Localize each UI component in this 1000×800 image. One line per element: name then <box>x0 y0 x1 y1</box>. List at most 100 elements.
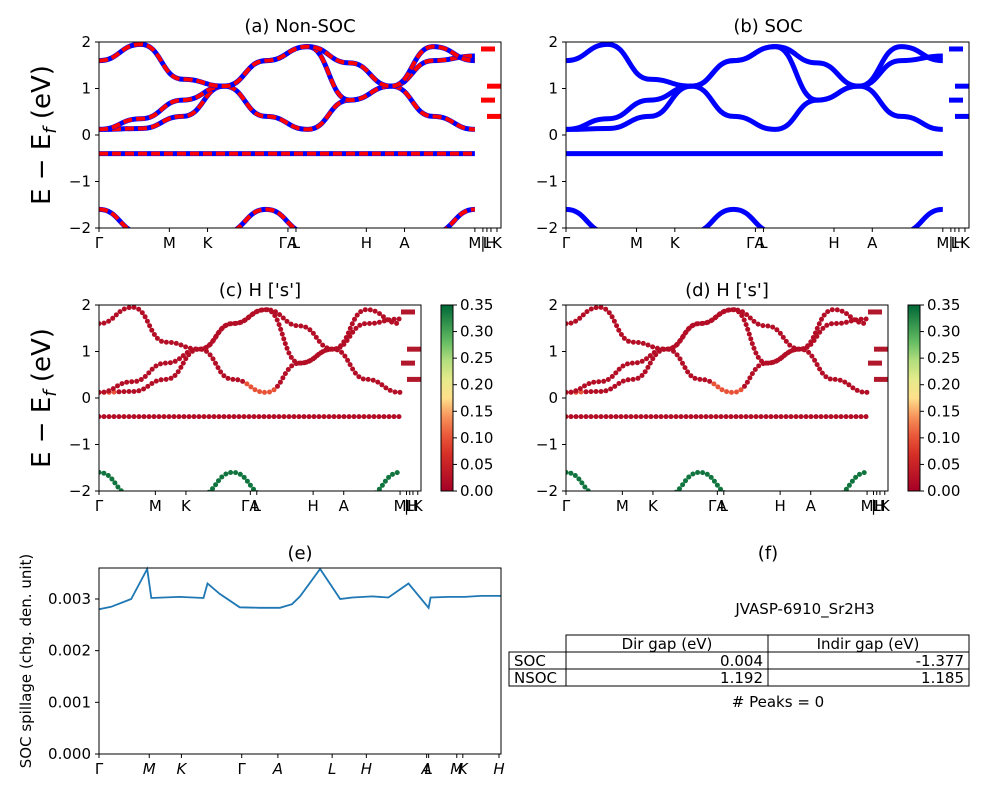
band-point <box>568 389 574 395</box>
band-point <box>350 329 356 335</box>
band-point <box>586 381 592 387</box>
colorbar-tick-label: 0.15 <box>927 402 960 420</box>
band-point <box>303 324 309 330</box>
band-point <box>391 414 397 420</box>
material-id: JVASP-6910_Sr2H3 <box>734 600 874 619</box>
band-point <box>863 316 869 322</box>
band-point <box>382 478 388 484</box>
band-point <box>723 414 729 420</box>
band-point <box>299 493 304 498</box>
band-point <box>620 363 626 369</box>
band-point <box>785 350 791 356</box>
band-point <box>744 312 750 318</box>
band-point <box>760 323 766 329</box>
x-tick-label: L <box>483 234 492 252</box>
header-dir-gap: Dir gap (eV) <box>622 635 713 653</box>
band-point <box>168 375 174 381</box>
band-point <box>628 414 634 420</box>
band-point <box>749 371 755 377</box>
band-point <box>136 414 142 420</box>
band-point <box>151 414 157 420</box>
band-point <box>608 386 614 392</box>
band-point <box>793 414 799 420</box>
band-point <box>630 339 636 345</box>
band-point <box>329 346 335 352</box>
band-point <box>216 414 222 420</box>
band-point <box>381 414 387 420</box>
band-point <box>680 334 685 340</box>
band-point <box>819 370 825 376</box>
x-tick-label: M <box>468 234 481 252</box>
band-point <box>618 332 624 337</box>
band-point <box>197 346 203 352</box>
band-point <box>235 377 241 383</box>
y-tick-label: 0 <box>81 389 91 407</box>
band-point <box>142 374 148 379</box>
band-point <box>708 318 714 324</box>
band-point <box>765 323 771 329</box>
band-point <box>613 370 619 376</box>
band-point <box>246 414 252 420</box>
band-point <box>379 382 385 388</box>
band-point <box>216 478 221 484</box>
band-point <box>338 343 344 349</box>
band-point <box>241 318 247 324</box>
band-point <box>603 414 609 420</box>
band-point <box>816 321 822 327</box>
band-point <box>857 471 862 477</box>
colorbar-tick-label: 0.35 <box>460 296 493 314</box>
band-point <box>372 308 378 314</box>
band-point <box>244 478 250 484</box>
band-point <box>223 471 229 477</box>
x-tick-label: H <box>407 497 418 515</box>
band-point <box>805 343 811 349</box>
x-tick-label: L <box>759 234 768 252</box>
band-point <box>773 358 779 364</box>
band-point <box>158 361 163 367</box>
band-point <box>819 316 824 322</box>
band-1 <box>566 83 943 132</box>
band-point <box>307 327 313 333</box>
y-tick-label: 0.001 <box>48 693 91 711</box>
band-lines <box>566 42 969 228</box>
band-point <box>324 493 329 498</box>
band-point <box>688 373 694 379</box>
band-point <box>633 414 639 420</box>
band-point <box>568 414 574 420</box>
row-nsoc-indir: 1.185 <box>921 669 964 687</box>
band-point <box>573 388 579 394</box>
band-point <box>127 493 132 498</box>
band-point <box>593 414 599 420</box>
band-point <box>725 307 731 313</box>
x-tick-label: Γ <box>95 234 104 252</box>
band-point <box>703 414 709 420</box>
band-point <box>172 358 178 364</box>
band-point <box>626 338 631 344</box>
band-point <box>240 378 246 384</box>
band-point <box>280 315 286 321</box>
band-point <box>664 346 670 352</box>
band-point <box>163 376 169 382</box>
band-point <box>376 319 382 325</box>
band-point <box>99 469 102 475</box>
band-point <box>582 484 588 490</box>
row-nsoc-dir: 1.192 <box>720 669 763 687</box>
band-point <box>166 414 172 420</box>
band-point <box>320 342 326 348</box>
band-point <box>598 414 604 420</box>
colorbar-tick-label: 0.25 <box>927 349 960 367</box>
band-point <box>296 414 302 420</box>
band-point <box>147 323 153 329</box>
band-point <box>284 493 289 498</box>
band-point <box>286 414 292 420</box>
band-point <box>753 414 759 420</box>
band-point <box>729 389 734 395</box>
band-point <box>820 325 826 331</box>
band-point <box>202 492 207 497</box>
band-point <box>354 312 360 318</box>
y-tick-label: 1 <box>81 343 91 361</box>
band-point <box>288 354 294 360</box>
band-point <box>780 334 786 340</box>
band-point <box>573 414 579 420</box>
band-point <box>598 389 604 394</box>
